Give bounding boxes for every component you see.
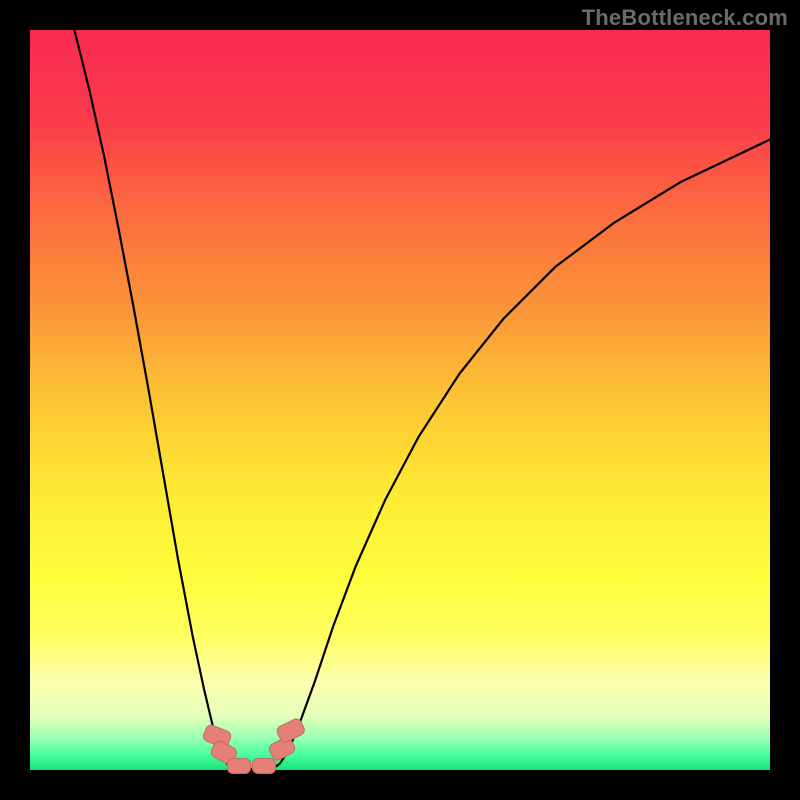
bottleneck-chart (30, 30, 770, 770)
chart-frame: TheBottleneck.com (0, 0, 800, 800)
watermark-text: TheBottleneck.com (582, 5, 788, 31)
gradient-background (30, 30, 770, 770)
